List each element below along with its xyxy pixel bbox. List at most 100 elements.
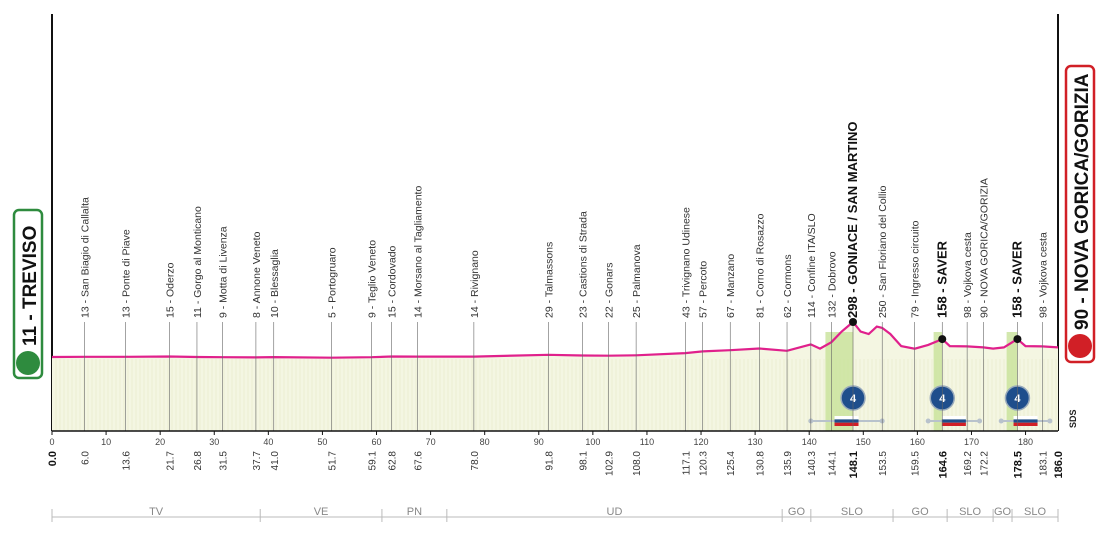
waypoint-label: 98 - Vojkova cesta xyxy=(962,232,974,318)
border-segment-end xyxy=(1047,418,1053,424)
x-tick-label: 60 xyxy=(372,437,382,447)
distance-label: 91.8 xyxy=(545,451,556,471)
distance-label: 117.1 xyxy=(681,451,692,476)
waypoint-label: 43 - Trivignano Udinese xyxy=(680,207,692,318)
waypoint-label: 29 - Talmassons xyxy=(544,242,556,318)
distance-label: 108.0 xyxy=(632,451,643,476)
distance-label: 13.6 xyxy=(122,451,133,471)
waypoint-label: 25 - Palmanova xyxy=(631,244,643,318)
plot-area: 4 4 4 xyxy=(51,14,1059,431)
waypoint-label: 67 - Manzano xyxy=(725,254,737,318)
x-axis: 0 10 20 30 40 50 60 70 80 90 100 110 120 130 140 150 160… xyxy=(49,430,1058,447)
x-tick-label: 130 xyxy=(748,437,763,447)
start-finish-labels: 11 - TREVISO 90 - NOVA GORICA/GORIZIA SD… xyxy=(12,64,1096,428)
kom-category: 4 xyxy=(850,393,857,405)
x-tick-label: 170 xyxy=(964,437,979,447)
waypoint-label: 10 - Blessaglia xyxy=(269,249,281,318)
waypoint-label: 8 - Annone Veneto xyxy=(251,231,263,318)
waypoint-label: 22 - Gonars xyxy=(604,263,616,318)
waypoint-label: 5 - Portogruaro xyxy=(327,247,339,318)
finish-bike-icon xyxy=(1068,334,1092,358)
waypoint-label: 79 - Ingresso circuito xyxy=(910,220,922,318)
slovenia-flag-icon xyxy=(941,422,966,426)
distance-label: 98.1 xyxy=(579,451,590,471)
slovenia-flag-icon xyxy=(1013,416,1038,420)
start-bike-icon xyxy=(16,351,40,375)
summit-marker xyxy=(1013,335,1022,344)
x-tick-label: 50 xyxy=(317,437,327,447)
distance-label: 6.0 xyxy=(80,451,91,465)
distance-label: 0.0 xyxy=(47,451,59,466)
distance-label: 148.1 xyxy=(848,451,860,479)
waypoint-label: 15 - Cordovado xyxy=(387,245,399,318)
distance-label: 67.6 xyxy=(414,451,425,471)
region-label: GO xyxy=(994,506,1012,518)
distance-label: 159.5 xyxy=(911,451,922,476)
x-tick-label: 80 xyxy=(480,437,490,447)
region-label: SLO xyxy=(1024,506,1046,518)
region-label: SLO xyxy=(959,506,981,518)
profile-area xyxy=(52,322,1058,431)
waypoint-label: 132 - Dobrovo xyxy=(826,251,838,318)
x-tick-label: 70 xyxy=(426,437,436,447)
waypoint-label: 14 - Morsano al Tagliamento xyxy=(413,186,425,318)
border-segment-end xyxy=(925,418,931,424)
slovenia-flag-icon xyxy=(834,416,859,420)
distance-label: 153.5 xyxy=(878,451,889,476)
waypoint-label: 14 - Rivignano xyxy=(469,250,481,318)
slovenia-flag-icon xyxy=(1013,422,1038,426)
region-label: SLO xyxy=(841,506,863,518)
distance-label: 31.5 xyxy=(218,451,229,471)
kom-category: 4 xyxy=(1014,393,1021,405)
distance-label: 41.0 xyxy=(270,451,281,471)
x-tick-label: 0 xyxy=(49,437,54,447)
distance-label: 59.1 xyxy=(368,451,379,471)
border-segment-end xyxy=(998,418,1004,424)
finish-label-box: 90 - NOVA GORICA/GORIZIA xyxy=(1064,64,1096,364)
brand-logo: SDS xyxy=(1068,409,1078,428)
x-tick-label: 10 xyxy=(101,437,111,447)
waypoint-label: 250 - San Floriano del Collio xyxy=(877,185,889,318)
waypoint-label: 9 - Teglio Veneto xyxy=(367,240,379,318)
x-tick-label: 180 xyxy=(1018,437,1033,447)
distance-label: 140.3 xyxy=(807,451,818,476)
waypoint-label: 114 - Confine ITA/SLO xyxy=(806,213,818,318)
waypoint-label: 23 - Castions di Strada xyxy=(578,211,590,318)
summit-marker xyxy=(849,318,858,326)
x-tick-label: 20 xyxy=(155,437,165,447)
distance-label: 183.1 xyxy=(1038,451,1049,476)
region-label: GO xyxy=(788,506,806,518)
distance-label: 21.7 xyxy=(165,451,176,471)
start-label-box: 11 - TREVISO xyxy=(12,208,44,380)
waypoint-label: 62 - Cormons xyxy=(782,254,794,318)
climb-highlight xyxy=(933,332,943,431)
waypoint-label: 298 - GONIACE / SAN MARTINO xyxy=(845,122,860,318)
x-tick-label: 110 xyxy=(640,437,654,447)
x-tick-label: 90 xyxy=(534,437,544,447)
x-tick-label: 140 xyxy=(802,437,817,447)
climb-highlight xyxy=(1006,332,1018,431)
waypoint-label: 158 - SAVER xyxy=(1009,240,1024,318)
region-label: TV xyxy=(149,506,164,518)
distance-label: 186.0 xyxy=(1053,451,1065,479)
distance-label: 78.0 xyxy=(470,451,481,471)
distance-label: 172.2 xyxy=(979,451,990,476)
x-tick-label: 40 xyxy=(263,437,273,447)
waypoint-label: 15 - Oderzo xyxy=(164,262,176,318)
distance-label: 144.1 xyxy=(827,451,838,476)
climb-highlight xyxy=(825,332,854,431)
region-bar: TV VE PN UD GO SLO GO SLO GO SLO xyxy=(51,506,1059,522)
waypoint-label: 90 - NOVA GORICA/GORIZIA xyxy=(978,178,990,318)
x-tick-label: 160 xyxy=(910,437,925,447)
waypoint-label: 13 - Ponte di Piave xyxy=(121,229,133,318)
waypoint-label: 11 - Gorgo al Monticano xyxy=(192,206,204,318)
slovenia-flag-icon xyxy=(834,422,859,426)
finish-label: 90 - NOVA GORICA/GORIZIA xyxy=(1072,73,1093,330)
region-label: UD xyxy=(607,506,623,518)
start-label: 11 - TREVISO xyxy=(20,226,41,346)
waypoint-label: 57 - Percoto xyxy=(698,261,710,318)
distance-labels: 0.0 6.0 13.6 21.7 26.8 31.5 37.7 41.0 51.7 59.1 62… xyxy=(47,451,1065,479)
distance-label: 164.6 xyxy=(937,451,949,479)
kom-category: 4 xyxy=(939,393,946,405)
x-tick-label: 150 xyxy=(856,437,871,447)
